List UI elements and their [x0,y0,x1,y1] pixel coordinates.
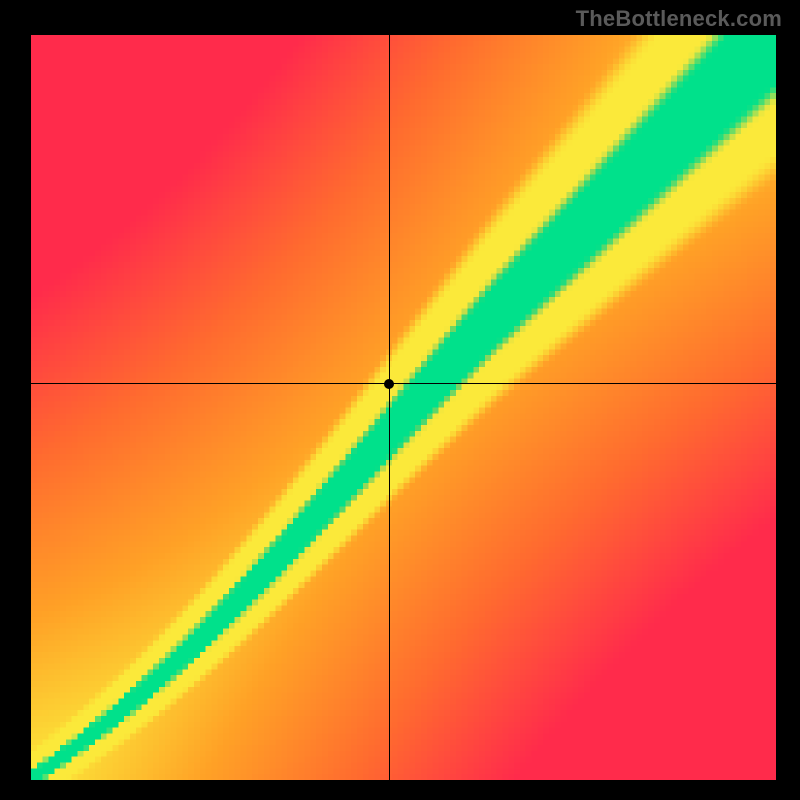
watermark-text: TheBottleneck.com [576,6,782,32]
chart-container: TheBottleneck.com [0,0,800,800]
crosshair-marker-dot [384,379,394,389]
heatmap-canvas [31,35,776,780]
heatmap-plot-area [31,35,776,780]
crosshair-horizontal [31,383,776,385]
crosshair-vertical [389,35,391,780]
